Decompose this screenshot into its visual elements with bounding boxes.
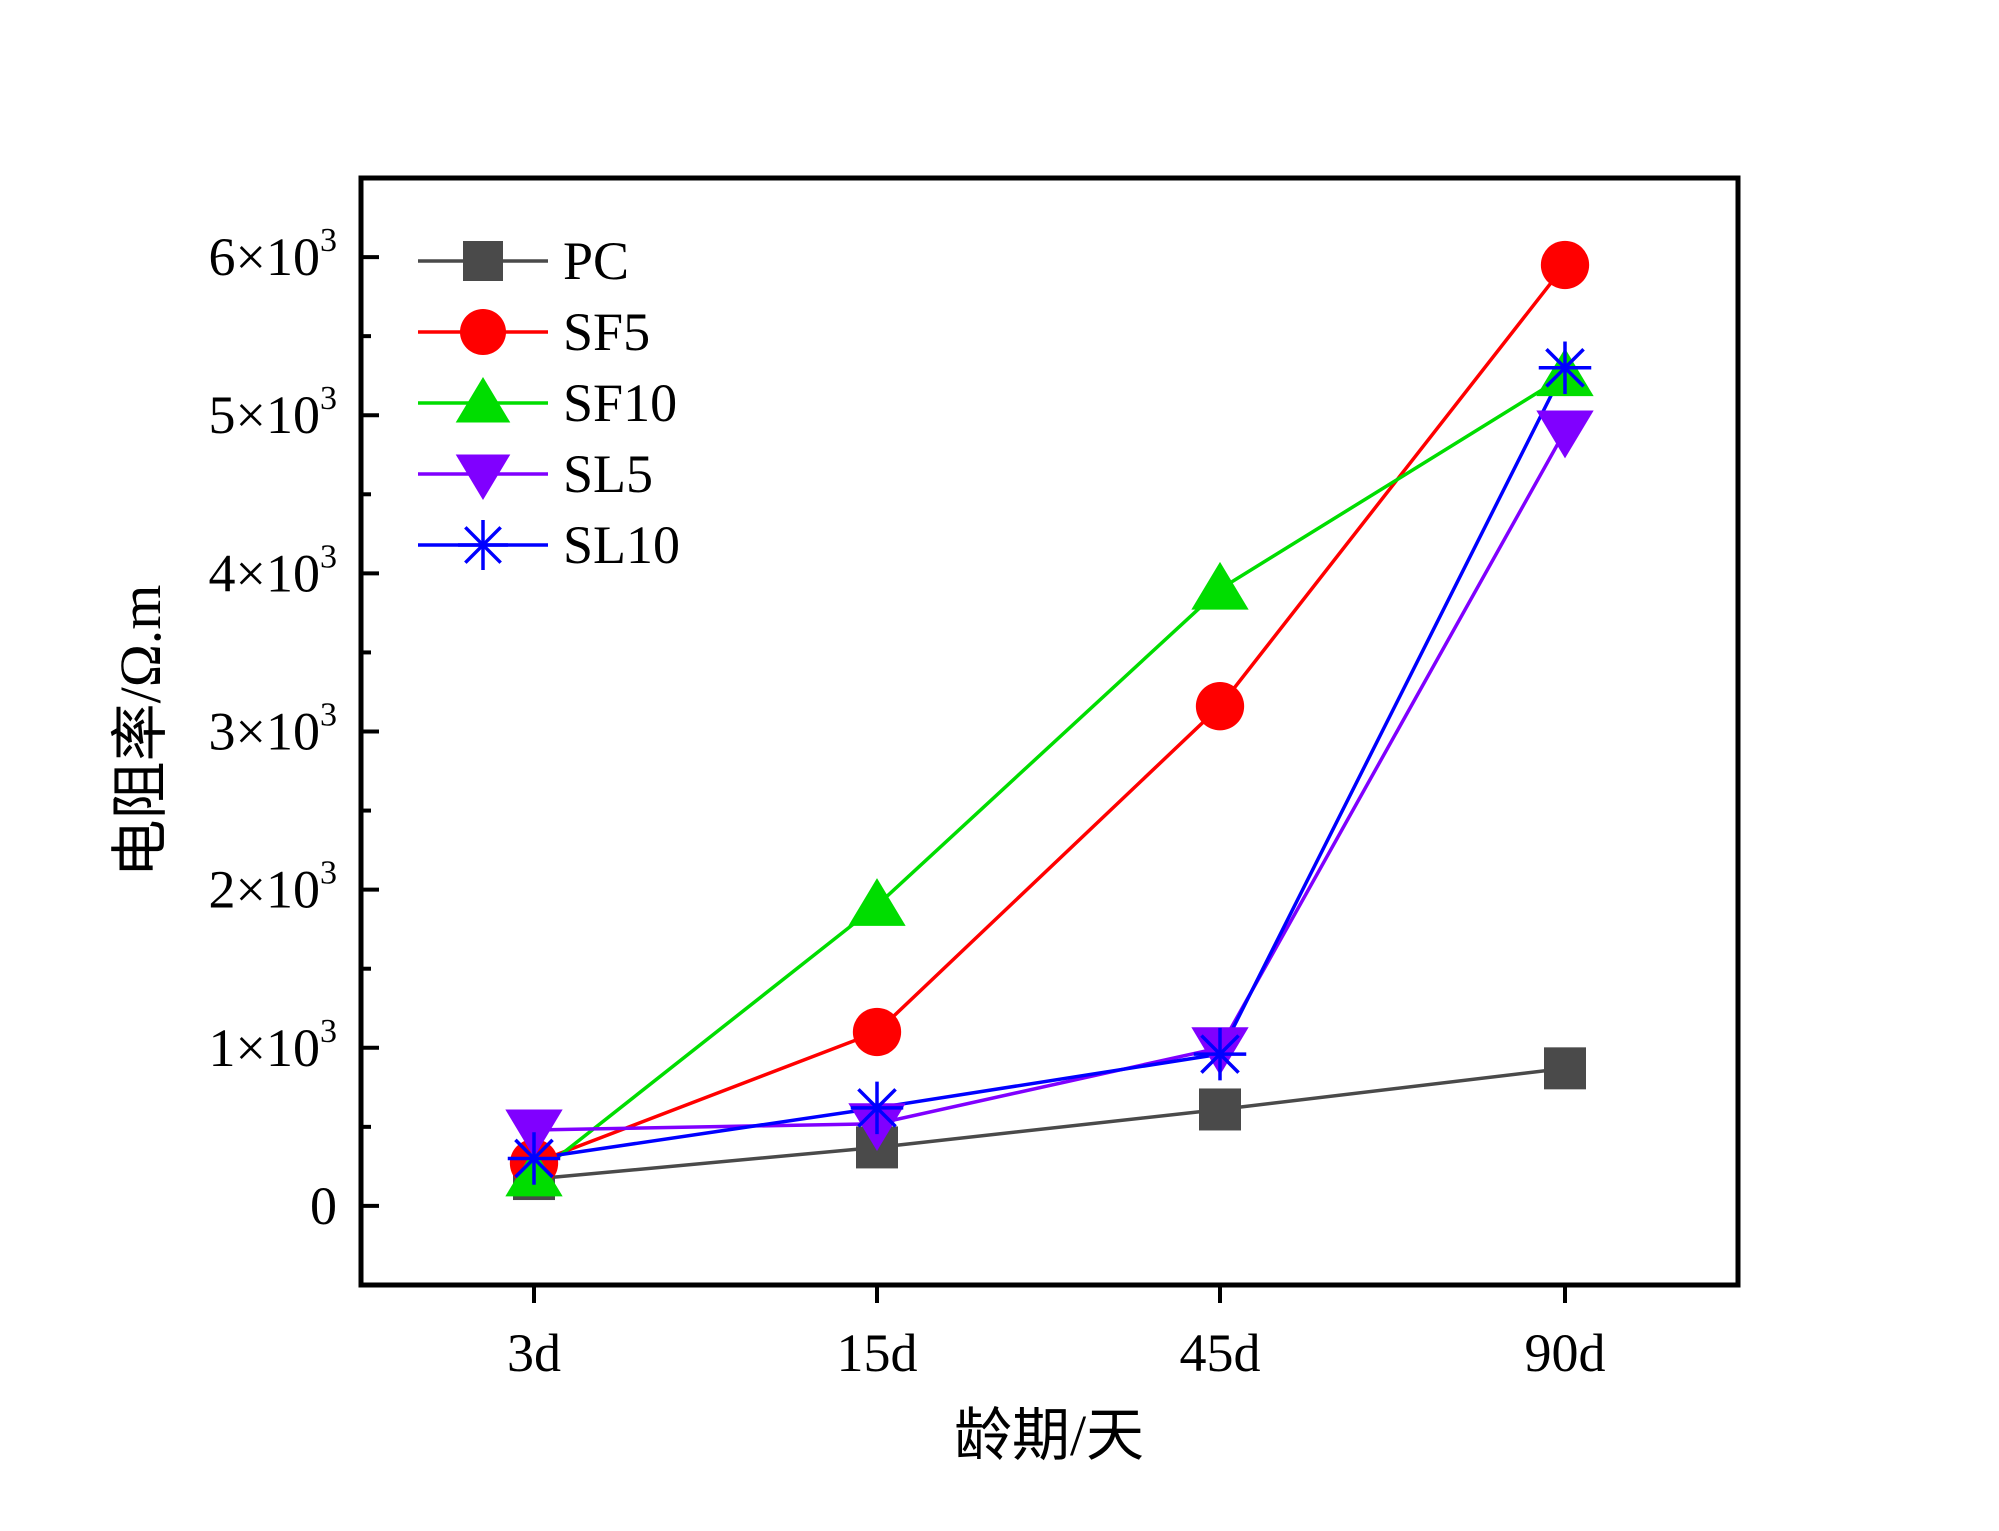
legend-label: SF5 <box>563 302 650 362</box>
y-tick-label: 4×103 <box>209 538 337 603</box>
legend-marker <box>458 520 508 570</box>
legend-label: SF10 <box>563 373 677 433</box>
data-point-sf10 <box>848 878 906 926</box>
legend-label: SL5 <box>563 444 653 504</box>
x-tick-label: 3d <box>507 1323 561 1383</box>
series-line-sf5 <box>533 263 1567 1165</box>
data-point-sl10 <box>507 1132 561 1185</box>
y-tick-label: 0 <box>310 1176 337 1236</box>
y-tick-label: 6×103 <box>209 222 337 287</box>
data-point-pc <box>1544 1047 1586 1090</box>
legend: PC SF5 SF10 SL5 SL10 <box>418 231 680 575</box>
y-tick-label-exponent: 3 <box>320 697 337 734</box>
y-tick-label: 3×103 <box>209 697 337 762</box>
series-line-sl5 <box>533 430 1567 1132</box>
y-tick-label-exponent: 3 <box>320 380 337 417</box>
legend-marker <box>460 309 506 355</box>
y-axis-title: 电阻率/Ω.m <box>108 585 173 878</box>
data-point-sf5 <box>1540 240 1590 290</box>
y-tick-label-exponent: 3 <box>320 538 337 575</box>
series-line-sl10 <box>533 366 1567 1161</box>
series-line-sf10 <box>532 374 1566 1178</box>
legend-label: SL10 <box>563 515 680 575</box>
y-tick-label: 2×103 <box>209 855 337 920</box>
y-tick-label: 5×103 <box>209 380 337 445</box>
data-point-sl10 <box>850 1081 904 1135</box>
data-point-sl10 <box>1193 1027 1247 1081</box>
legend-item-sl10: SL10 <box>418 515 680 575</box>
x-tick-label: 45d <box>1180 1323 1261 1383</box>
axis-ticks: 0 1×103 2×103 3×103 4×103 5×103 6×103 3d 15d 45d 9… <box>209 222 1606 1383</box>
y-tick-label-exponent: 3 <box>320 222 337 259</box>
series-layer <box>505 240 1594 1201</box>
data-point-pc <box>1199 1088 1241 1131</box>
legend-marker <box>455 454 511 500</box>
y-tick-label: 1×103 <box>209 1013 337 1078</box>
legend-marker <box>455 377 511 423</box>
x-tick-label: 90d <box>1525 1323 1606 1383</box>
data-point-sf5 <box>852 1007 902 1057</box>
data-point-sf10 <box>1191 561 1249 610</box>
y-tick-label-exponent: 3 <box>320 1013 337 1050</box>
legend-item-pc: PC <box>418 231 629 291</box>
data-point-sl5 <box>1536 410 1594 459</box>
x-tick-label: 15d <box>837 1323 918 1383</box>
series-line-pc <box>533 1066 1566 1181</box>
x-axis-title: 龄期/天 <box>954 1403 1144 1468</box>
data-point-sf5 <box>1195 682 1245 731</box>
legend-item-sl5: SL5 <box>418 444 653 504</box>
data-point-sl10 <box>1538 341 1592 395</box>
y-tick-label-exponent: 3 <box>320 855 337 892</box>
legend-item-sf5: SF5 <box>418 302 650 362</box>
legend-marker <box>463 241 503 281</box>
legend-label: PC <box>563 231 629 291</box>
legend-item-sf10: SF10 <box>418 373 677 433</box>
